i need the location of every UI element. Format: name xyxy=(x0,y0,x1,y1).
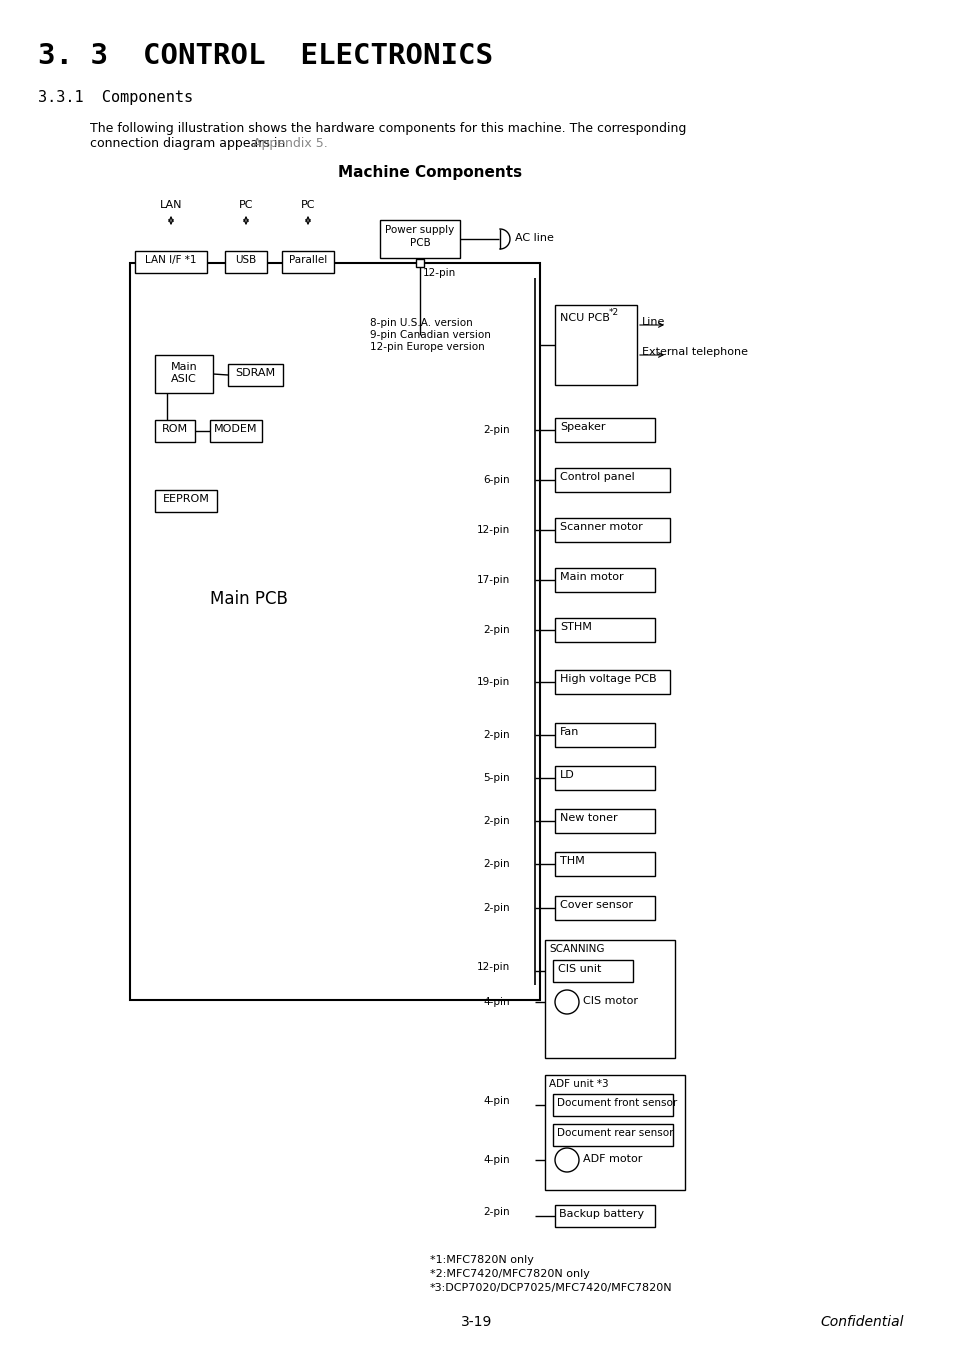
Text: 12-pin: 12-pin xyxy=(422,267,456,278)
Text: ASIC: ASIC xyxy=(171,374,196,384)
Bar xyxy=(555,617,655,642)
Text: Scanner motor: Scanner motor xyxy=(559,521,642,532)
Text: 2-pin: 2-pin xyxy=(483,1206,510,1217)
Text: AC line: AC line xyxy=(515,232,554,243)
Text: LAN: LAN xyxy=(159,200,182,209)
Text: Line: Line xyxy=(641,317,664,327)
Bar xyxy=(555,567,655,592)
Text: Machine Components: Machine Components xyxy=(337,165,521,180)
Text: Main: Main xyxy=(171,362,197,372)
Bar xyxy=(210,420,262,442)
Bar xyxy=(154,490,216,512)
Bar xyxy=(555,766,655,790)
Text: Document rear sensor: Document rear sensor xyxy=(557,1128,673,1138)
Text: connection diagram appears in: connection diagram appears in xyxy=(90,136,289,150)
Text: PC: PC xyxy=(238,200,253,209)
Text: PCB: PCB xyxy=(409,238,430,249)
Text: SDRAM: SDRAM xyxy=(235,367,275,378)
Text: High voltage PCB: High voltage PCB xyxy=(559,674,656,684)
Bar xyxy=(555,1205,655,1227)
Text: Power supply: Power supply xyxy=(385,226,455,235)
Text: LD: LD xyxy=(559,770,574,780)
Text: 3-19: 3-19 xyxy=(461,1315,492,1329)
Text: Main motor: Main motor xyxy=(559,571,623,582)
Bar xyxy=(135,251,207,273)
Text: 8-pin U.S.A. version: 8-pin U.S.A. version xyxy=(370,317,473,328)
Text: 3.3.1  Components: 3.3.1 Components xyxy=(38,91,193,105)
Text: Control panel: Control panel xyxy=(559,471,634,482)
Text: SCANNING: SCANNING xyxy=(548,944,604,954)
Text: 4-pin: 4-pin xyxy=(483,997,510,1006)
Text: 17-pin: 17-pin xyxy=(476,576,510,585)
Text: LAN I/F *1: LAN I/F *1 xyxy=(145,255,196,265)
Text: Appendix 5.: Appendix 5. xyxy=(253,136,328,150)
Bar xyxy=(553,1094,672,1116)
Text: *2: *2 xyxy=(608,308,618,317)
Bar xyxy=(416,259,423,267)
Text: Main PCB: Main PCB xyxy=(210,590,288,608)
Text: 12-pin: 12-pin xyxy=(476,962,510,971)
Bar xyxy=(544,1075,684,1190)
Text: USB: USB xyxy=(235,255,256,265)
Text: 12-pin: 12-pin xyxy=(476,526,510,535)
Text: 3. 3  CONTROL  ELECTRONICS: 3. 3 CONTROL ELECTRONICS xyxy=(38,42,493,70)
Text: MODEM: MODEM xyxy=(214,424,257,434)
Text: PC: PC xyxy=(300,200,314,209)
Bar xyxy=(225,251,267,273)
Text: STHM: STHM xyxy=(559,621,591,632)
Bar xyxy=(555,670,669,694)
Text: The following illustration shows the hardware components for this machine. The c: The following illustration shows the har… xyxy=(90,122,685,135)
Bar xyxy=(544,940,675,1058)
Text: Document front sensor: Document front sensor xyxy=(557,1098,677,1108)
Bar xyxy=(228,363,283,386)
Text: 4-pin: 4-pin xyxy=(483,1096,510,1106)
Text: 6-pin: 6-pin xyxy=(483,476,510,485)
Text: Confidential: Confidential xyxy=(820,1315,902,1329)
Text: 2-pin: 2-pin xyxy=(483,626,510,635)
Bar xyxy=(553,1124,672,1146)
Text: 2-pin: 2-pin xyxy=(483,426,510,435)
Text: CIS unit: CIS unit xyxy=(558,965,600,974)
Text: Parallel: Parallel xyxy=(289,255,327,265)
Bar xyxy=(555,417,655,442)
Text: 2-pin: 2-pin xyxy=(483,730,510,740)
Text: External telephone: External telephone xyxy=(641,347,747,357)
Bar xyxy=(282,251,334,273)
Text: CIS motor: CIS motor xyxy=(582,996,638,1006)
Text: ADF unit *3: ADF unit *3 xyxy=(548,1079,608,1089)
Text: Speaker: Speaker xyxy=(559,422,605,432)
Text: 4-pin: 4-pin xyxy=(483,1155,510,1165)
Text: *1:MFC7820N only: *1:MFC7820N only xyxy=(430,1255,534,1265)
Bar xyxy=(555,896,655,920)
Text: 2-pin: 2-pin xyxy=(483,816,510,825)
Bar xyxy=(379,220,459,258)
Bar xyxy=(555,517,669,542)
Bar xyxy=(154,355,213,393)
Text: THM: THM xyxy=(559,857,584,866)
Text: NCU PCB: NCU PCB xyxy=(559,313,609,323)
Bar xyxy=(555,305,637,385)
Text: 2-pin: 2-pin xyxy=(483,902,510,913)
Text: New toner: New toner xyxy=(559,813,617,823)
Bar xyxy=(555,809,655,834)
Bar xyxy=(553,961,633,982)
Text: Cover sensor: Cover sensor xyxy=(559,900,633,911)
Text: *3:DCP7020/DCP7025/MFC7420/MFC7820N: *3:DCP7020/DCP7025/MFC7420/MFC7820N xyxy=(430,1283,672,1293)
Bar xyxy=(555,852,655,875)
Bar xyxy=(555,467,669,492)
Text: 9-pin Canadian version: 9-pin Canadian version xyxy=(370,330,491,340)
Text: ROM: ROM xyxy=(162,424,188,434)
Text: 2-pin: 2-pin xyxy=(483,859,510,869)
Text: ADF motor: ADF motor xyxy=(582,1154,641,1165)
Text: 5-pin: 5-pin xyxy=(483,773,510,784)
Bar xyxy=(154,420,194,442)
Bar xyxy=(555,723,655,747)
Text: 19-pin: 19-pin xyxy=(476,677,510,688)
Text: 12-pin Europe version: 12-pin Europe version xyxy=(370,342,484,353)
Bar xyxy=(130,263,539,1000)
Text: *2:MFC7420/MFC7820N only: *2:MFC7420/MFC7820N only xyxy=(430,1269,589,1279)
Text: Backup battery: Backup battery xyxy=(558,1209,643,1219)
Text: EEPROM: EEPROM xyxy=(162,494,210,504)
Text: Fan: Fan xyxy=(559,727,578,738)
